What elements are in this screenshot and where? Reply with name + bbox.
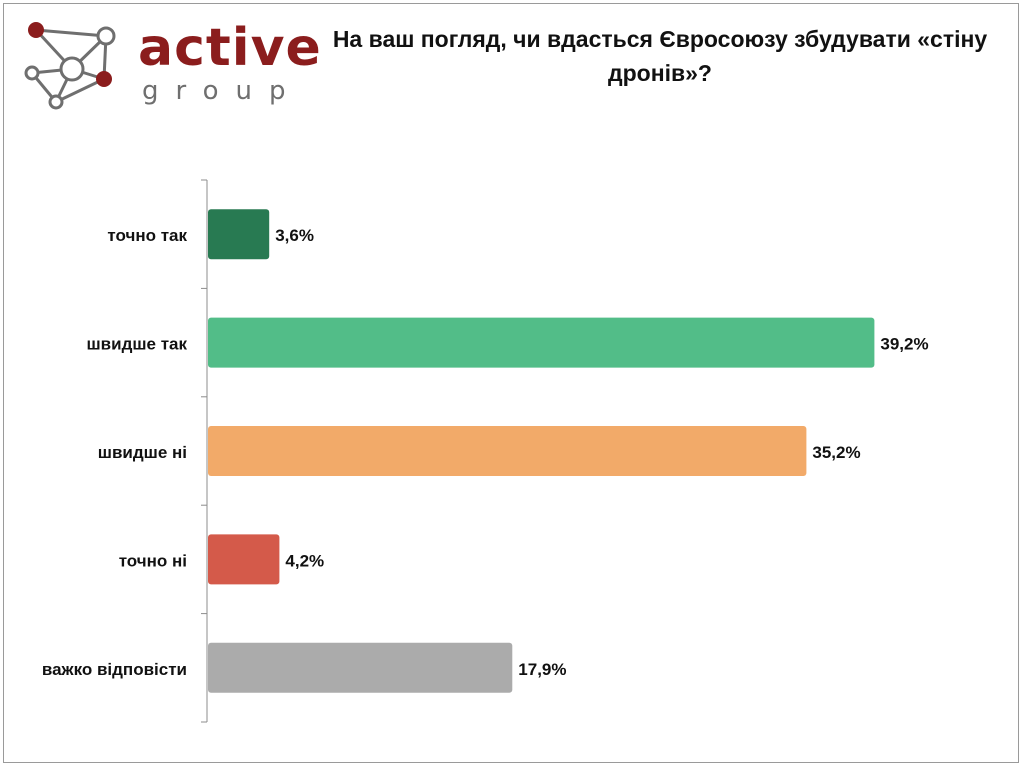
logo-wordmark: active — [138, 18, 322, 78]
bar — [208, 534, 280, 585]
data-label: 35,2% — [812, 443, 860, 462]
category-label: точно ні — [119, 551, 187, 570]
active-group-logo: active group — [20, 16, 321, 111]
bar — [208, 642, 513, 693]
data-label: 17,9% — [518, 660, 566, 679]
chart-title: На ваш погляд, чи вдасться Євросоюзу збу… — [332, 26, 988, 86]
data-label: 39,2% — [880, 335, 928, 354]
data-label: 3,6% — [275, 226, 314, 245]
category-label: швидше так — [87, 335, 188, 354]
bar — [208, 426, 807, 476]
bar — [208, 317, 875, 368]
data-label: 4,2% — [285, 551, 324, 570]
logo-subtitle: group — [142, 76, 303, 106]
category-label: точно так — [107, 226, 187, 245]
category-label: швидше ні — [98, 443, 187, 462]
network-nodes-icon — [24, 22, 116, 110]
category-label: важко відповісти — [42, 660, 187, 679]
slide-frame — [3, 3, 1019, 763]
bar — [208, 209, 270, 260]
